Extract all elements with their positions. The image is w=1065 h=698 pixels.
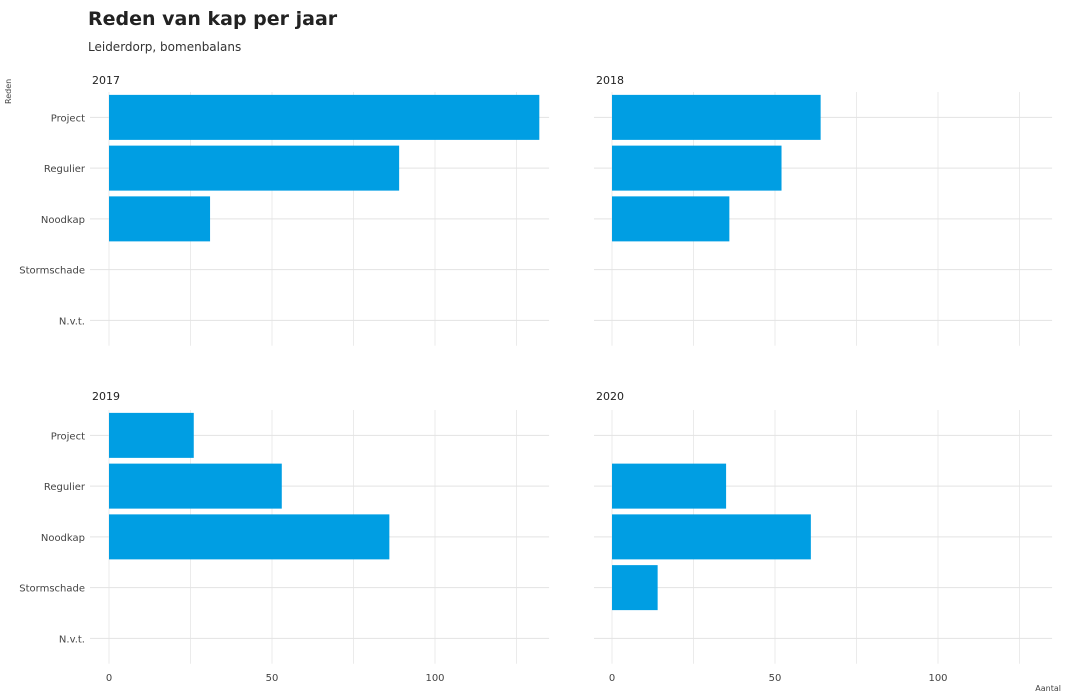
y-tick-label: Stormschade <box>19 584 85 595</box>
bar <box>612 94 821 140</box>
facet-label: 2020 <box>596 390 624 403</box>
bar <box>109 463 282 509</box>
bar <box>109 94 540 140</box>
x-tick-label: 100 <box>928 673 947 684</box>
bar <box>109 412 194 458</box>
bar <box>109 145 400 191</box>
y-tick-label: Project <box>51 113 85 124</box>
y-tick-label: Stormschade <box>19 266 85 277</box>
x-tick-label: 0 <box>609 673 615 684</box>
x-tick-label: 100 <box>425 673 444 684</box>
y-tick-label: N.v.t. <box>59 634 85 645</box>
y-tick-label: Regulier <box>44 164 86 175</box>
bar <box>612 196 730 242</box>
facet-label: 2018 <box>596 74 624 87</box>
y-tick-label: N.v.t. <box>59 316 85 327</box>
y-tick-label: Regulier <box>44 482 86 493</box>
bar <box>612 565 658 611</box>
bar <box>612 145 782 191</box>
x-axis-label: Aantal <box>1035 684 1061 693</box>
y-tick-label: Noodkap <box>41 215 85 226</box>
facet-label: 2019 <box>92 390 120 403</box>
bar <box>109 196 211 242</box>
bar <box>612 514 811 560</box>
facet-label: 2017 <box>92 74 120 87</box>
y-tick-label: Project <box>51 431 85 442</box>
x-tick-label: 50 <box>769 673 782 684</box>
chart-subtitle: Leiderdorp, bomenbalans <box>88 40 242 54</box>
chart-title: Reden van kap per jaar <box>88 8 338 30</box>
y-tick-label: Noodkap <box>41 533 85 544</box>
bar <box>109 514 390 560</box>
x-tick-label: 0 <box>106 673 112 684</box>
bar <box>612 463 727 509</box>
x-tick-label: 50 <box>266 673 279 684</box>
